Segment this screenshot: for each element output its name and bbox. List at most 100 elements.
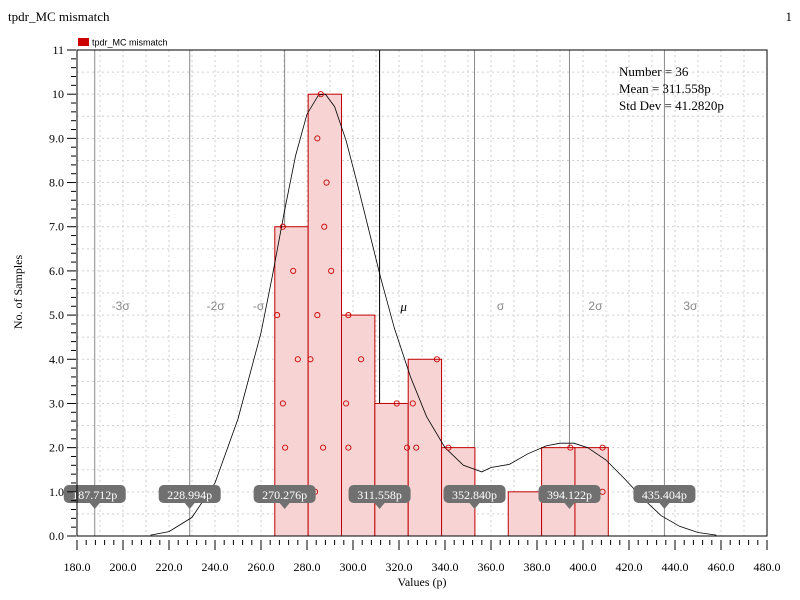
sigma-label: -σ <box>253 299 265 313</box>
y-tick-label: 10 <box>52 87 64 101</box>
sigma-label: 2σ <box>588 299 603 313</box>
sample-point <box>320 444 327 451</box>
marker-value: 187.712p <box>72 488 117 502</box>
sigma-value-marker: 228.994p <box>158 485 221 509</box>
density-curve <box>150 93 717 536</box>
x-tick-label: 360.0 <box>478 560 505 574</box>
sigma-value-marker: 352.840p <box>443 485 506 509</box>
x-tick-label: 400.0 <box>570 560 597 574</box>
x-tick-label: 320.0 <box>386 560 413 574</box>
sample-point <box>321 223 328 230</box>
y-tick-label: 5.0 <box>49 308 64 322</box>
y-tick-label: 8.0 <box>49 176 64 190</box>
stat-number: Number = 36 <box>619 64 689 79</box>
sample-point <box>433 356 441 363</box>
sample-point <box>403 444 411 451</box>
marker-background <box>538 485 601 503</box>
marker-pointer <box>89 503 100 509</box>
marker-background <box>253 485 316 503</box>
sample-point <box>317 91 324 98</box>
y-tick-label: 2.0 <box>49 441 64 455</box>
x-tick-label: 380.0 <box>524 560 551 574</box>
legend-swatch <box>78 38 89 46</box>
statistics-box: Number = 36 Mean = 311.558p Std Dev = 41… <box>619 64 724 113</box>
marker-background <box>158 485 221 503</box>
window-title: tpdr_MC mismatch <box>8 9 110 24</box>
x-tick-label: 480.0 <box>754 560 781 574</box>
sample-point <box>345 312 352 319</box>
y-axis-title: No. of Samples <box>11 255 25 330</box>
sample-point <box>323 179 330 186</box>
plot-frame <box>76 49 768 537</box>
x-tick-label: 200.0 <box>110 560 137 574</box>
x-tick-label: 420.0 <box>616 560 643 574</box>
legend-label: tpdr_MC mismatch <box>92 38 168 48</box>
sample-point <box>274 312 281 319</box>
x-tick-label: 260.0 <box>248 560 275 574</box>
marker-pointer <box>564 503 575 509</box>
sigma-value-marker: 311.558p <box>348 485 411 509</box>
sigma-value-marker: 435.404p <box>633 485 696 509</box>
marker-background <box>63 485 126 503</box>
sigma-label: 3σ <box>683 299 698 313</box>
x-tick-label: 440.0 <box>662 560 689 574</box>
curve-layer <box>150 93 717 536</box>
sample-point <box>393 400 400 407</box>
sigma-value-marker: 270.276p <box>253 485 316 509</box>
y-tick-label: 3.0 <box>49 396 64 410</box>
legend[interactable]: tpdr_MC mismatch <box>78 38 168 48</box>
points-layer <box>274 91 606 495</box>
sigma-markers-layer: 187.712p 228.994p 270.276p 311.558p 352.840p… <box>63 485 696 509</box>
axes-layer: 180.0 200.0 220.0 240.0 260.0 280.0 300.0 320.0… <box>49 43 781 574</box>
histogram-bar <box>307 93 342 537</box>
window-index: 1 <box>785 9 793 24</box>
histogram-bar <box>507 491 543 537</box>
sigma-label: μ <box>399 299 407 314</box>
y-tick-label: 1.0 <box>49 485 64 499</box>
marker-value: 352.840p <box>452 488 497 502</box>
sigma-labels-layer: μ -3σ -2σ -σ σ 2σ 3σ <box>112 299 698 314</box>
sample-point <box>279 400 286 407</box>
y-tick-label: 4.0 <box>49 352 64 366</box>
sample-point <box>290 267 297 274</box>
marker-pointer <box>469 503 480 509</box>
marker-value: 270.276p <box>262 488 307 502</box>
sample-point <box>409 400 416 407</box>
sigma-value-marker: 394.122p <box>538 485 601 509</box>
sigma-label: -2σ <box>207 299 226 313</box>
sigma-label: σ <box>497 299 505 313</box>
sample-point <box>328 267 335 274</box>
sample-point <box>599 444 606 451</box>
sample-point <box>314 135 321 142</box>
sigma-label: -3σ <box>112 299 131 313</box>
x-tick-label: 220.0 <box>156 560 183 574</box>
x-tick-label: 300.0 <box>340 560 367 574</box>
x-tick-label: 180.0 <box>64 560 91 574</box>
marker-background <box>443 485 506 503</box>
marker-value: 435.404p <box>642 488 687 502</box>
sigma-value-marker: 187.712p <box>63 485 126 509</box>
marker-value: 228.994p <box>167 488 212 502</box>
y-tick-label: 6.0 <box>49 264 64 278</box>
marker-pointer <box>374 503 385 509</box>
sample-point <box>345 444 352 451</box>
marker-background <box>633 485 696 503</box>
x-axis-title: Values (p) <box>398 575 447 589</box>
stat-mean: Mean = 311.558p <box>619 81 711 96</box>
marker-pointer <box>184 503 195 509</box>
marker-value: 394.122p <box>547 488 592 502</box>
sample-point <box>445 444 452 451</box>
marker-pointer <box>279 503 290 509</box>
sample-point <box>413 444 420 451</box>
x-tick-label: 460.0 <box>708 560 735 574</box>
sample-point <box>279 223 286 230</box>
y-tick-label: 9.0 <box>49 131 64 145</box>
marker-pointer <box>659 503 670 509</box>
y-tick-label: 0.0 <box>49 529 64 543</box>
y-tick-label: 11 <box>52 43 64 57</box>
x-tick-label: 280.0 <box>294 560 321 574</box>
sample-point <box>357 356 365 363</box>
sample-point <box>307 356 314 363</box>
sample-point <box>294 356 301 363</box>
